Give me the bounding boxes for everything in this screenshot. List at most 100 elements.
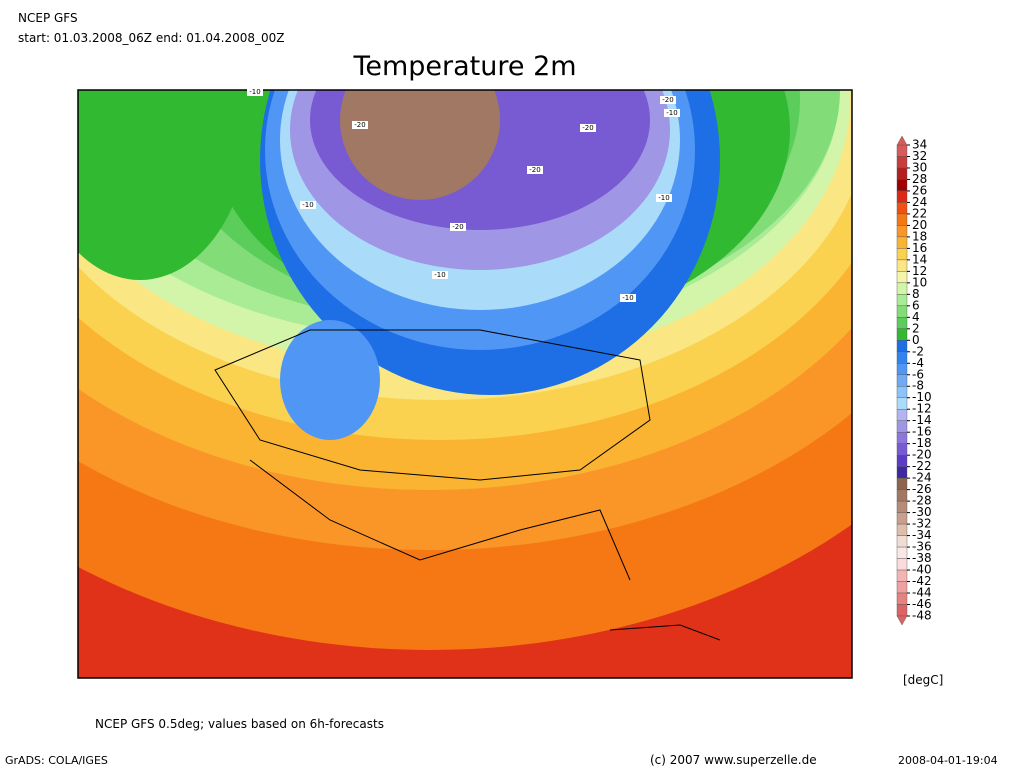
colorbar-label: -24 [912, 471, 932, 485]
colorbar-arrow [896, 135, 908, 146]
colorbar-label: -14 [912, 413, 932, 427]
colorbar-label: 24 [912, 195, 927, 209]
colorbar-label: 34 [912, 138, 927, 152]
colorbar-label: 32 [912, 149, 927, 163]
colorbar-box [896, 202, 908, 215]
contour-label: -10 [666, 109, 677, 117]
contour-label: -10 [658, 194, 669, 202]
colorbar-label: -36 [912, 540, 932, 554]
contour-label: -20 [529, 166, 540, 174]
colorbar-box [896, 317, 908, 330]
contour-label-bg [432, 271, 448, 279]
colorbar-box [896, 351, 908, 364]
colorbar-label: -4 [912, 356, 924, 370]
contour-label: -10 [249, 88, 260, 96]
title: Temperature 2m [352, 51, 576, 82]
colorbar-box [896, 248, 908, 261]
colorbar-box [896, 156, 908, 169]
colorbar-box [896, 236, 908, 249]
colorbar-label: -42 [912, 574, 932, 588]
colorbar-box [896, 535, 908, 548]
colorbar-label: -32 [912, 517, 932, 531]
colorbar-label: -34 [912, 528, 932, 542]
contour-label-bg [580, 124, 596, 132]
contour-label-bg [620, 294, 636, 302]
colorbar-box [896, 374, 908, 387]
colorbar-label: -38 [912, 551, 932, 565]
colorbar-box [896, 420, 908, 433]
colorbar-label: -40 [912, 563, 932, 577]
colorbar-label: -18 [912, 436, 932, 450]
colorbar-box [896, 477, 908, 490]
colorbar-label: -2 [912, 344, 924, 358]
colorbar-label: 20 [912, 218, 927, 232]
colorbar-box [896, 431, 908, 444]
contour-label: -10 [434, 271, 445, 279]
colorbar-label: 16 [912, 241, 927, 255]
software: GrADS: COLA/IGES [5, 754, 108, 767]
colorbar-box [896, 271, 908, 284]
colorbar-box [896, 558, 908, 571]
copyright: (c) 2007 www.superzelle.de [650, 753, 817, 767]
colorbar-unit: [degC] [903, 673, 943, 687]
colorbar-box [896, 190, 908, 203]
colorbar-box [896, 167, 908, 180]
colorbar-label: -48 [912, 609, 932, 623]
colorbar-box [896, 512, 908, 525]
colorbar-label: -30 [912, 505, 932, 519]
contour-label: -10 [302, 201, 313, 209]
colorbar-box [896, 305, 908, 318]
contour-label-bg [450, 223, 466, 231]
colorbar-label: 6 [912, 298, 920, 312]
colorbar-box [896, 397, 908, 410]
map [78, 90, 852, 678]
contour-label-bg [247, 88, 263, 96]
colorbar-arrow [896, 615, 908, 626]
colorbar-box [896, 443, 908, 456]
map-frame [77, 89, 853, 679]
colorbar-label: -26 [912, 482, 932, 496]
colorbar-label: -28 [912, 494, 932, 508]
colorbar-box [896, 282, 908, 295]
colorbar-box [896, 500, 908, 513]
model-name: NCEP GFS [18, 11, 78, 25]
contour-label-bg [527, 166, 543, 174]
colorbar-label: 2 [912, 321, 920, 335]
colorbar-label: -20 [912, 448, 932, 462]
contour-label-bg [664, 109, 680, 117]
colorbar-box [896, 328, 908, 341]
colorbar-box [896, 581, 908, 594]
colorbar-box [896, 592, 908, 605]
source-note: NCEP GFS 0.5deg; values based on 6h-fore… [95, 717, 384, 731]
colorbar-box [896, 489, 908, 502]
colorbar-label: 18 [912, 229, 927, 243]
colorbar-box [896, 363, 908, 375]
colorbar-label: 22 [912, 206, 927, 220]
colorbar-box [896, 454, 908, 467]
contour-label: -20 [662, 96, 673, 104]
colorbar-box [896, 569, 908, 582]
contour-label: -20 [452, 223, 463, 231]
colorbar-box [896, 259, 908, 272]
colorbar-box [896, 144, 908, 157]
colorbar-box [896, 340, 908, 352]
contour-label-bg [656, 194, 672, 202]
colorbar-label: 26 [912, 183, 927, 197]
colorbar-label: -44 [912, 586, 932, 600]
colorbar-box [896, 604, 908, 617]
timestamp: 2008-04-01-19:04 [898, 754, 998, 767]
colorbar-label: 4 [912, 310, 920, 324]
colorbar-box [896, 523, 908, 536]
contour-label-bg [352, 121, 368, 129]
colorbar-label: 12 [912, 264, 927, 278]
colorbar-label: -46 [912, 597, 932, 611]
colorbar-label: -22 [912, 459, 932, 473]
contour-label-bg [660, 96, 676, 104]
period: start: 01.03.2008_06Z end: 01.04.2008_00… [18, 31, 284, 45]
colorbar-box [896, 225, 908, 238]
colorbar-label: 28 [912, 172, 927, 186]
colorbar-label: 8 [912, 287, 920, 301]
colorbar-box [896, 294, 908, 307]
colorbar-label: -8 [912, 379, 924, 393]
